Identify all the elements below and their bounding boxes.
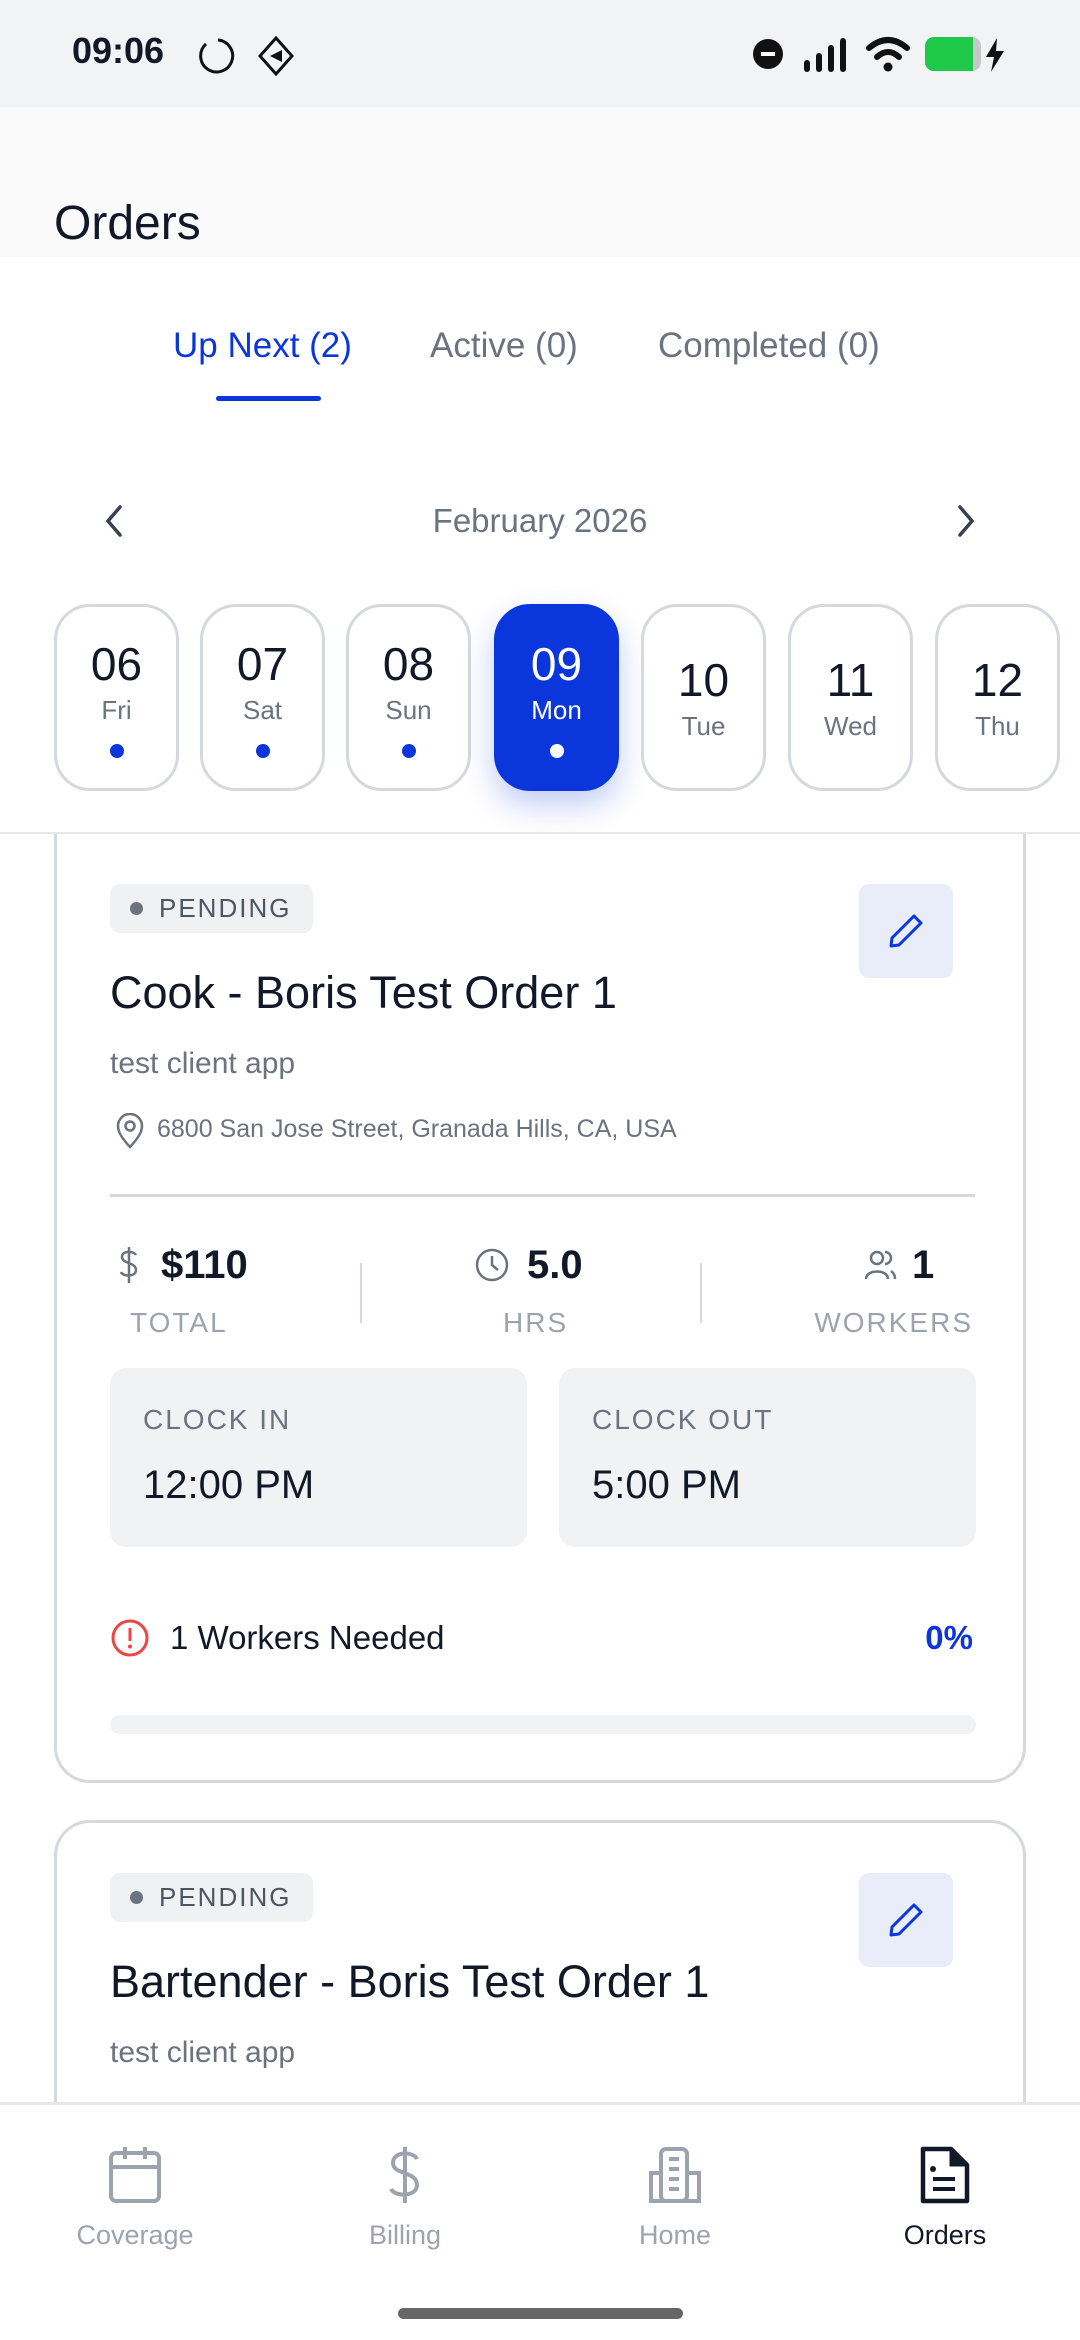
orders-list[interactable]: PENDING Cook - Boris Test Order 1 test c… — [0, 834, 1080, 2102]
nav-home[interactable]: Home — [540, 2145, 810, 2251]
tab-completed[interactable]: Completed (0) — [658, 326, 880, 365]
workers-label: WORKERS — [814, 1307, 973, 1338]
do-not-disturb-icon — [753, 39, 783, 69]
tab-active[interactable]: Active (0) — [430, 326, 578, 365]
previous-month-button[interactable] — [100, 503, 130, 539]
pencil-icon — [889, 1903, 923, 1937]
stat-divider — [700, 1263, 702, 1323]
date-weekday: Sat — [242, 695, 283, 725]
date-weekday: Wed — [824, 711, 877, 741]
nav-label: Orders — [903, 2220, 987, 2250]
nav-orders[interactable]: Orders — [810, 2145, 1080, 2251]
divider — [110, 1194, 975, 1197]
date-pill-selected[interactable]: 09 Mon — [494, 604, 619, 791]
date-number: 12 — [971, 654, 1024, 706]
date-pill[interactable]: 10 Tue — [641, 604, 766, 791]
nav-coverage[interactable]: Coverage — [0, 2145, 270, 2251]
next-month-button[interactable] — [950, 503, 980, 539]
app-notification-icon — [257, 36, 295, 76]
date-weekday: Sun — [385, 695, 432, 725]
total-value: $110 — [161, 1243, 248, 1287]
loading-icon — [199, 38, 235, 74]
page-title: Orders — [54, 197, 201, 250]
header — [0, 107, 1080, 257]
signal-icon — [804, 38, 846, 72]
date-pill[interactable]: 07 Sat — [200, 604, 325, 791]
date-weekday: Mon — [531, 695, 582, 725]
status-time: 09:06 — [72, 30, 165, 71]
order-address: 6800 San Jose Street, Granada Hills, CA,… — [157, 1115, 677, 1143]
clock-in-time: 12:00 PM — [143, 1463, 315, 1507]
building-icon — [649, 2147, 701, 2203]
location-pin-icon — [116, 1113, 144, 1149]
edit-button[interactable] — [859, 1873, 953, 1967]
active-tab-indicator — [216, 396, 321, 401]
pencil-icon — [889, 914, 923, 948]
date-number: 06 — [90, 638, 143, 690]
document-icon — [920, 2146, 970, 2204]
date-number: 07 — [236, 638, 289, 690]
home-indicator[interactable] — [398, 2308, 683, 2319]
date-weekday: Thu — [975, 711, 1020, 741]
users-icon — [864, 1250, 897, 1280]
stat-divider — [360, 1263, 362, 1323]
order-card[interactable]: PENDING Bartender - Boris Test Order 1 t… — [54, 1820, 1026, 2102]
clock-in-box: CLOCK IN 12:00 PM — [110, 1368, 527, 1547]
date-pill[interactable]: 12 Thu — [935, 604, 1060, 791]
client-name: test client app — [110, 2036, 296, 2069]
status-badge: PENDING — [110, 884, 314, 933]
has-orders-dot — [255, 744, 270, 758]
status-badge: PENDING — [110, 1873, 314, 1922]
clock-out-box: CLOCK OUT 5:00 PM — [559, 1368, 976, 1547]
order-card[interactable]: PENDING Cook - Boris Test Order 1 test c… — [54, 834, 1026, 1783]
edit-button[interactable] — [859, 884, 953, 978]
fill-progress-bar — [110, 1715, 976, 1734]
nav-label: Billing — [368, 2220, 442, 2250]
status-dot — [130, 1891, 143, 1904]
bottom-nav: Coverage Billing Home Orders — [0, 2102, 1080, 2340]
battery-icon — [925, 37, 981, 71]
date-pill[interactable]: 08 Sun — [346, 604, 471, 791]
charging-icon — [986, 38, 1004, 72]
workers-needed: 1 Workers Needed — [170, 1619, 445, 1656]
client-name: test client app — [110, 1047, 296, 1080]
date-weekday: Tue — [681, 711, 726, 741]
status-bar: 09:06 — [0, 0, 1080, 107]
total-label: TOTAL — [130, 1307, 228, 1338]
status-text: PENDING — [159, 1882, 292, 1912]
status-dot — [130, 902, 143, 915]
hours-value: 5.0 — [527, 1243, 583, 1287]
has-orders-dot — [401, 744, 416, 758]
clock-out-time: 5:00 PM — [592, 1463, 741, 1507]
alert-icon — [111, 1619, 149, 1657]
hours-label: HRS — [503, 1307, 569, 1338]
date-number: 08 — [382, 638, 435, 690]
wifi-icon — [866, 37, 910, 72]
date-number: 09 — [530, 638, 583, 690]
clock-icon — [475, 1248, 509, 1282]
nav-label: Home — [638, 2220, 712, 2250]
calendar-icon — [109, 2147, 161, 2203]
dollar-icon — [389, 2147, 420, 2203]
workers-value: 1 — [912, 1243, 935, 1287]
nav-billing[interactable]: Billing — [270, 2145, 540, 2251]
clock-in-label: CLOCK IN — [143, 1404, 292, 1435]
fill-percent: 0% — [925, 1619, 973, 1656]
order-title: Cook - Boris Test Order 1 — [110, 967, 617, 1018]
month-label: February 2026 — [432, 502, 648, 539]
has-orders-dot — [109, 744, 124, 758]
date-number: 11 — [826, 654, 875, 706]
divider — [0, 832, 1080, 834]
dollar-icon — [119, 1247, 138, 1283]
nav-label: Coverage — [76, 2220, 194, 2250]
order-title: Bartender - Boris Test Order 1 — [110, 1956, 710, 2007]
date-weekday: Fri — [101, 695, 132, 725]
date-pill[interactable]: 11 Wed — [788, 604, 913, 791]
date-pill[interactable]: 06 Fri — [54, 604, 179, 791]
date-number: 10 — [677, 654, 730, 706]
has-orders-dot — [549, 744, 564, 758]
status-text: PENDING — [159, 893, 292, 923]
clock-out-label: CLOCK OUT — [592, 1404, 774, 1435]
tab-up-next[interactable]: Up Next (2) — [173, 326, 352, 365]
